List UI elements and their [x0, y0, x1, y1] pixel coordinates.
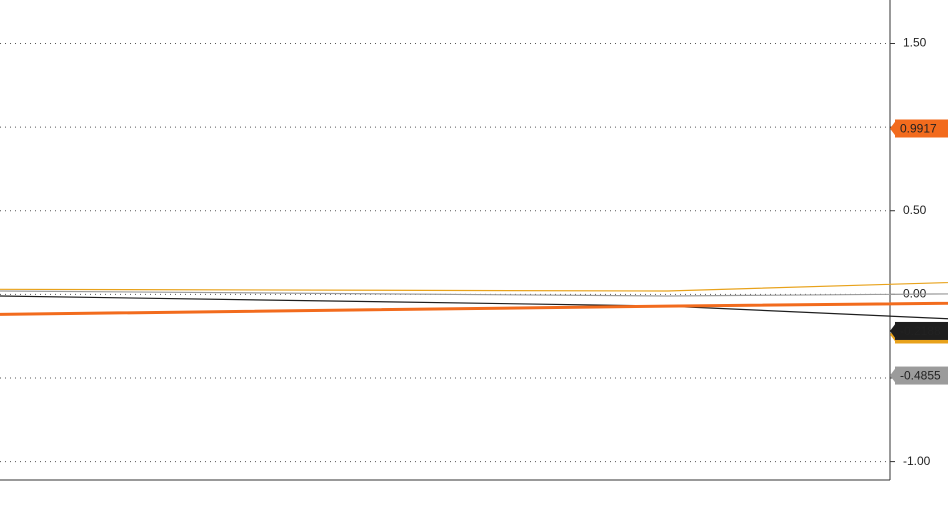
badge-pointer	[890, 322, 896, 339]
y-tick-label: 0.00	[903, 287, 927, 301]
series-line	[0, 301, 948, 316]
y-tick-label: 0.50	[903, 203, 927, 217]
series-line	[0, 290, 948, 297]
end-value-label: -0.4855	[900, 369, 941, 383]
value-badge	[895, 366, 948, 385]
badge-pointer	[890, 120, 896, 137]
value-badge	[895, 321, 948, 340]
series-line	[0, 295, 948, 320]
end-value-label: -0.2188	[900, 324, 941, 338]
value-badge	[895, 119, 948, 138]
badge-pointer	[890, 367, 896, 384]
y-tick-label: 1.50	[903, 36, 927, 50]
end-value-label: 0.9917	[900, 122, 937, 136]
y-tick-label: -1.00	[903, 454, 931, 468]
